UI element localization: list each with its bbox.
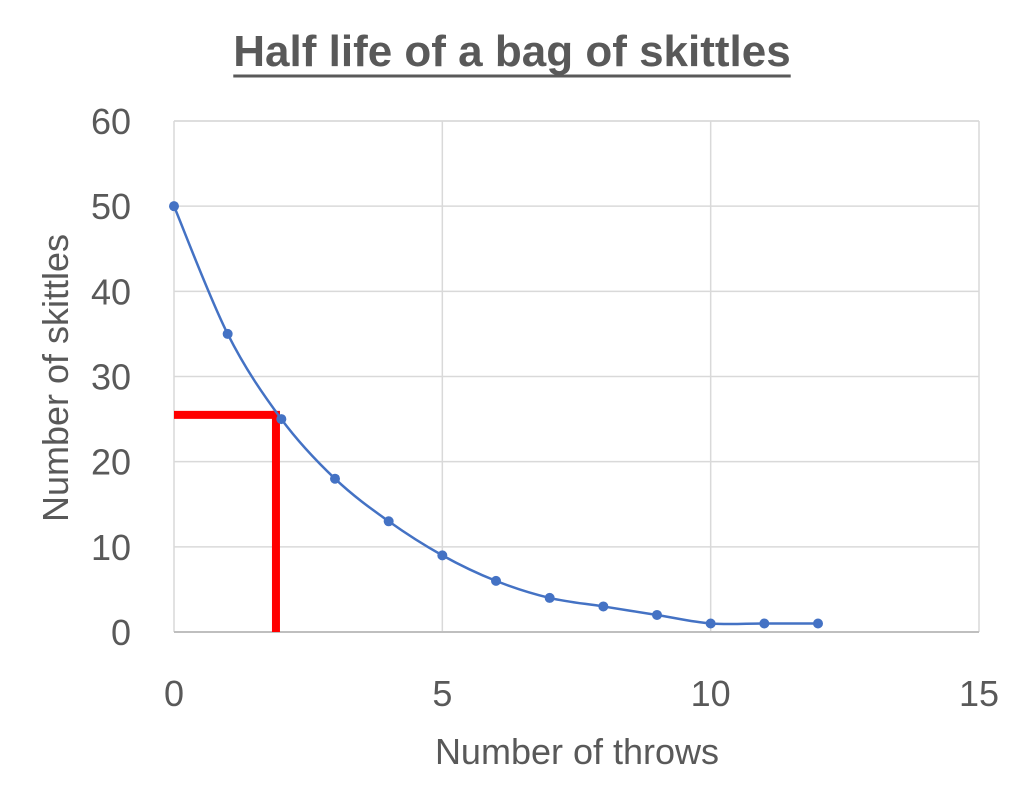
x-tick-label: 10 xyxy=(691,673,731,714)
x-tick-label: 5 xyxy=(432,673,452,714)
x-axis-title: Number of throws xyxy=(435,731,719,772)
y-tick-label: 40 xyxy=(91,271,131,312)
y-tick-label: 20 xyxy=(91,442,131,483)
half-life-marker-layer xyxy=(174,410,280,632)
y-tick-label: 50 xyxy=(91,186,131,227)
y-axis-title: Number of skittles xyxy=(35,234,76,522)
data-point xyxy=(598,601,609,612)
data-point xyxy=(705,618,716,629)
x-tick-label: 15 xyxy=(959,673,999,714)
data-point xyxy=(759,618,770,629)
series-layer xyxy=(169,201,823,629)
data-point xyxy=(276,414,287,425)
data-point xyxy=(330,473,340,484)
axis-layer: 0 10 20 30 40 50 60 0 5 10 15 xyxy=(91,101,999,714)
y-tick-label: 30 xyxy=(91,357,131,398)
data-point xyxy=(813,618,823,629)
y-tick-label: 60 xyxy=(91,101,131,142)
data-point xyxy=(222,328,233,339)
grid-layer xyxy=(173,120,980,632)
x-tick-label: 0 xyxy=(164,673,184,714)
data-point xyxy=(491,575,501,586)
data-point xyxy=(652,609,662,620)
data-point xyxy=(437,550,448,561)
data-point xyxy=(169,201,179,212)
y-tick-label: 10 xyxy=(91,527,131,568)
chart-title: Half life of a bag of skittles xyxy=(233,27,790,76)
text-layer: Half life of a bag of skittles Number of… xyxy=(35,27,791,772)
y-tick-label: 0 xyxy=(111,612,131,653)
data-point xyxy=(544,592,555,603)
data-point xyxy=(383,516,394,527)
